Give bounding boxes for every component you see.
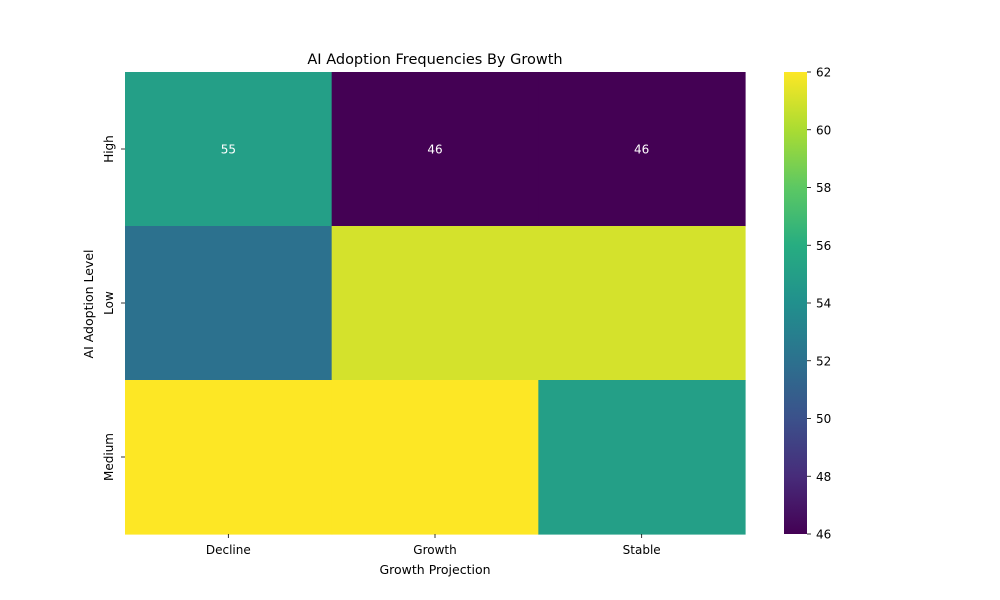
heatmap-cell: [538, 226, 746, 381]
colorbar-tick-label: 60: [816, 123, 831, 137]
cell-annotation: 46: [634, 143, 649, 157]
colorbar-tick-label: 56: [816, 239, 831, 253]
y-tick-label: Medium: [102, 433, 116, 481]
heatmap-cell: [331, 226, 539, 381]
heatmap-cells: [125, 72, 746, 535]
x-axis-ticks: Decline Growth Stable: [206, 534, 661, 557]
x-tick-label: Decline: [206, 543, 251, 557]
y-tick-label: High: [102, 135, 116, 163]
colorbar-tick-label: 46: [816, 528, 831, 542]
x-tick-label: Stable: [623, 543, 661, 557]
y-axis-ticks: High Low Medium: [102, 135, 125, 481]
heatmap-cell: [538, 380, 746, 535]
chart-title: AI Adoption Frequencies By Growth: [307, 52, 562, 68]
colorbar-tick-label: 48: [816, 470, 831, 484]
colorbar-tick-label: 52: [816, 354, 831, 368]
cell-annotation: 55: [221, 143, 236, 157]
heatmap-cell: [331, 380, 539, 535]
x-axis-label: Growth Projection: [379, 562, 490, 577]
cell-annotation: 46: [427, 143, 442, 157]
colorbar-tick-label: 58: [816, 181, 831, 195]
y-axis-label: AI Adoption Level: [81, 250, 96, 359]
y-tick-label: Low: [102, 291, 116, 315]
heatmap-cell: [125, 226, 333, 381]
colorbar-tick-label: 54: [816, 297, 831, 311]
colorbar-tick-label: 62: [816, 66, 831, 80]
heatmap-cell: [125, 72, 333, 227]
cell-annotations: 55 46 46: [221, 143, 650, 157]
heatmap-cell: [538, 72, 746, 227]
x-tick-label: Growth: [413, 543, 456, 557]
colorbar: [784, 72, 807, 534]
heatmap-cell: [125, 380, 333, 535]
colorbar-tick-label: 50: [816, 412, 831, 426]
colorbar-ticks: 46 48 50 52 54 56 58 60 62: [807, 66, 831, 542]
heatmap-cell: [331, 72, 539, 227]
